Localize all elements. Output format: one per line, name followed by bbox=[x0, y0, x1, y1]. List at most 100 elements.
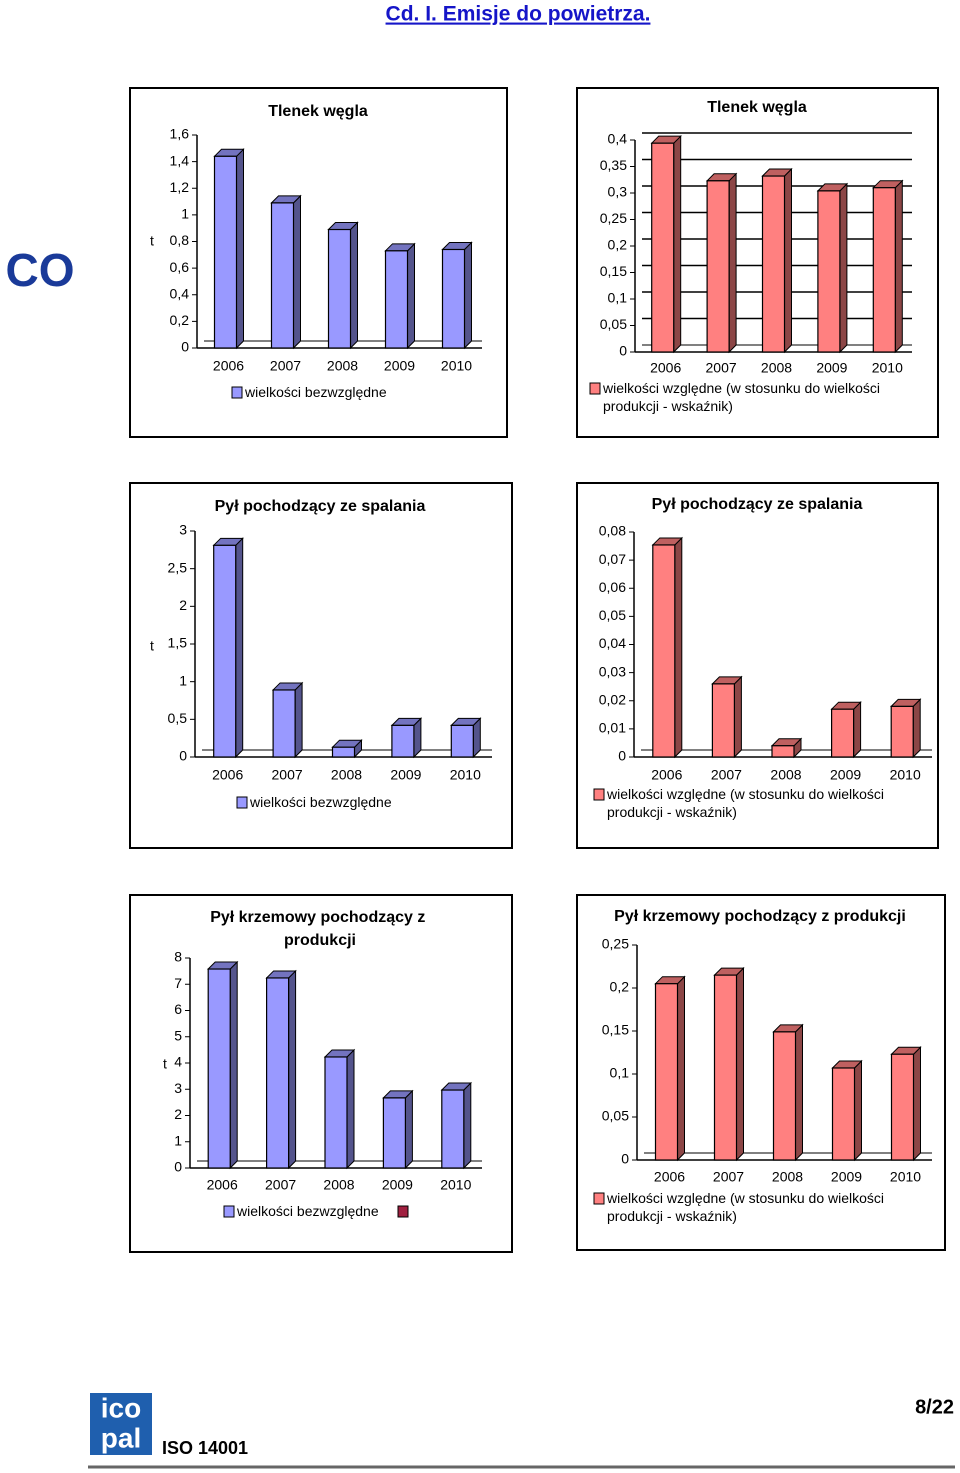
bar-side bbox=[854, 1059, 862, 1162]
y-tick-label: 0,1 bbox=[610, 1065, 630, 1081]
chart-title: Tlenek węgla bbox=[707, 99, 807, 116]
bar-side bbox=[733, 675, 742, 759]
legend-label: wielkości względne (w stosunku do wielko… bbox=[602, 380, 884, 414]
bar-side bbox=[350, 221, 358, 350]
section-label: CO bbox=[6, 244, 75, 296]
chart: t 0 0,2 0,4 0,6 0,8 1 1,2 1,4 1,6 2006 2007 2008 2009… bbox=[129, 87, 508, 438]
y-tick-label: 0,08 bbox=[599, 523, 626, 539]
y-tick-label: 4 bbox=[174, 1054, 182, 1070]
y-tick-label: 0,03 bbox=[599, 663, 626, 679]
legend-label: wielkości względne (w stosunku do wielko… bbox=[606, 786, 888, 820]
bar bbox=[441, 1089, 465, 1169]
x-tick-label: 2010 bbox=[890, 1169, 921, 1185]
bar-side bbox=[894, 179, 903, 354]
y-tick-label: 0 bbox=[618, 748, 626, 764]
x-tick-label: 2010 bbox=[441, 358, 472, 374]
legend-swatch bbox=[397, 1205, 409, 1218]
y-tick-label: 1 bbox=[179, 672, 187, 688]
bar bbox=[213, 544, 237, 758]
y-tick-label: 0,04 bbox=[599, 635, 626, 651]
y-tick-label: 0 bbox=[621, 1151, 629, 1167]
bar bbox=[651, 142, 675, 353]
x-tick-label: 2007 bbox=[270, 358, 301, 374]
chart-frame bbox=[576, 482, 939, 849]
y-tick-label: 0,3 bbox=[608, 184, 628, 200]
y-tick-label: 0,6 bbox=[170, 259, 190, 275]
y-tick-label: 0,07 bbox=[599, 551, 626, 567]
legend-swatch bbox=[236, 796, 248, 809]
bar-side bbox=[229, 960, 238, 1170]
bar bbox=[890, 705, 914, 758]
legend-swatch bbox=[231, 386, 243, 399]
bar-side bbox=[673, 134, 682, 354]
y-axis-label: t bbox=[150, 638, 154, 654]
bar-side bbox=[674, 536, 683, 759]
y-tick-label: 0,25 bbox=[600, 210, 627, 226]
legend-label: wielkości bezwzględne bbox=[244, 384, 387, 400]
bar-side bbox=[346, 1048, 355, 1170]
y-tick-label: 0 bbox=[174, 1159, 182, 1175]
bar bbox=[652, 544, 676, 758]
x-tick-label: 2009 bbox=[831, 1169, 862, 1185]
legend-label: wielkości bezwzględne bbox=[236, 1203, 379, 1219]
bar bbox=[831, 1067, 856, 1161]
y-tick-label: 0,4 bbox=[170, 285, 190, 301]
y-tick-label: 6 bbox=[174, 1001, 182, 1017]
bar bbox=[761, 175, 786, 353]
y-tick-label: 0,15 bbox=[602, 1022, 629, 1038]
y-tick-label: 0,05 bbox=[599, 607, 626, 623]
y-tick-label: 1,6 bbox=[170, 126, 190, 142]
y-tick-label: 0,35 bbox=[600, 157, 627, 173]
x-tick-label: 2007 bbox=[272, 767, 303, 783]
bar-side bbox=[294, 681, 303, 759]
y-axis-label: t bbox=[163, 1056, 167, 1072]
bar bbox=[450, 724, 474, 758]
y-tick-label: 0,2 bbox=[170, 312, 190, 328]
chart-title: Pył krzemowy pochodzący z produkcji bbox=[210, 909, 430, 949]
chart-title: Pył pochodzący ze spalania bbox=[652, 496, 863, 513]
bar bbox=[890, 1053, 915, 1161]
y-tick-label: 0 bbox=[181, 339, 189, 355]
y-tick-label: 0,05 bbox=[600, 316, 627, 332]
y-tick-label: 2,5 bbox=[168, 559, 188, 575]
chart: t 0 0,5 1 1,5 2 2,5 3 2006 2007 2008 2009 2010 bbox=[129, 482, 513, 849]
legend-swatch bbox=[589, 382, 601, 395]
y-tick-label: 0,1 bbox=[608, 290, 628, 306]
x-tick-label: 2007 bbox=[711, 767, 742, 783]
chart-title: Pył krzemowy pochodzący z produkcji bbox=[614, 908, 906, 925]
x-tick-label: 2008 bbox=[770, 767, 801, 783]
y-tick-label: 0,05 bbox=[602, 1108, 629, 1124]
y-axis-label: t bbox=[150, 233, 154, 249]
bar-side bbox=[404, 1089, 413, 1170]
bar bbox=[713, 974, 738, 1161]
y-tick-label: 0 bbox=[179, 748, 187, 764]
bar bbox=[270, 202, 295, 349]
x-tick-label: 2009 bbox=[382, 1177, 413, 1193]
bar bbox=[324, 1056, 348, 1169]
bar-side bbox=[463, 1081, 472, 1170]
bar bbox=[771, 745, 795, 758]
chart: 0 0,01 0,02 0,03 0,04 0,05 0,06 0,07 0,08 2006 200… bbox=[576, 482, 939, 849]
bar bbox=[817, 190, 841, 353]
x-tick-label: 2006 bbox=[650, 360, 681, 376]
bar bbox=[207, 968, 231, 1169]
bar bbox=[327, 228, 352, 349]
x-tick-label: 2008 bbox=[327, 358, 358, 374]
y-tick-label: 0,5 bbox=[168, 710, 188, 726]
x-tick-label: 2009 bbox=[390, 767, 421, 783]
y-tick-label: 1,4 bbox=[170, 152, 190, 168]
x-tick-label: 2006 bbox=[654, 1169, 685, 1185]
y-tick-label: 1 bbox=[181, 206, 189, 222]
x-tick-label: 2006 bbox=[212, 767, 243, 783]
logo-text: ico bbox=[101, 1392, 141, 1423]
legend-swatch bbox=[593, 788, 605, 801]
bar-side bbox=[235, 537, 244, 759]
bar bbox=[706, 180, 730, 353]
bar-side bbox=[913, 1046, 921, 1162]
y-tick-label: 8 bbox=[174, 949, 182, 965]
bar bbox=[711, 683, 736, 758]
x-tick-label: 2008 bbox=[331, 767, 362, 783]
chart: 0 0,05 0,1 0,15 0,2 0,25 0,3 0,35 0,4 2006 2007 200… bbox=[576, 87, 939, 438]
y-tick-label: 2 bbox=[174, 1106, 182, 1122]
